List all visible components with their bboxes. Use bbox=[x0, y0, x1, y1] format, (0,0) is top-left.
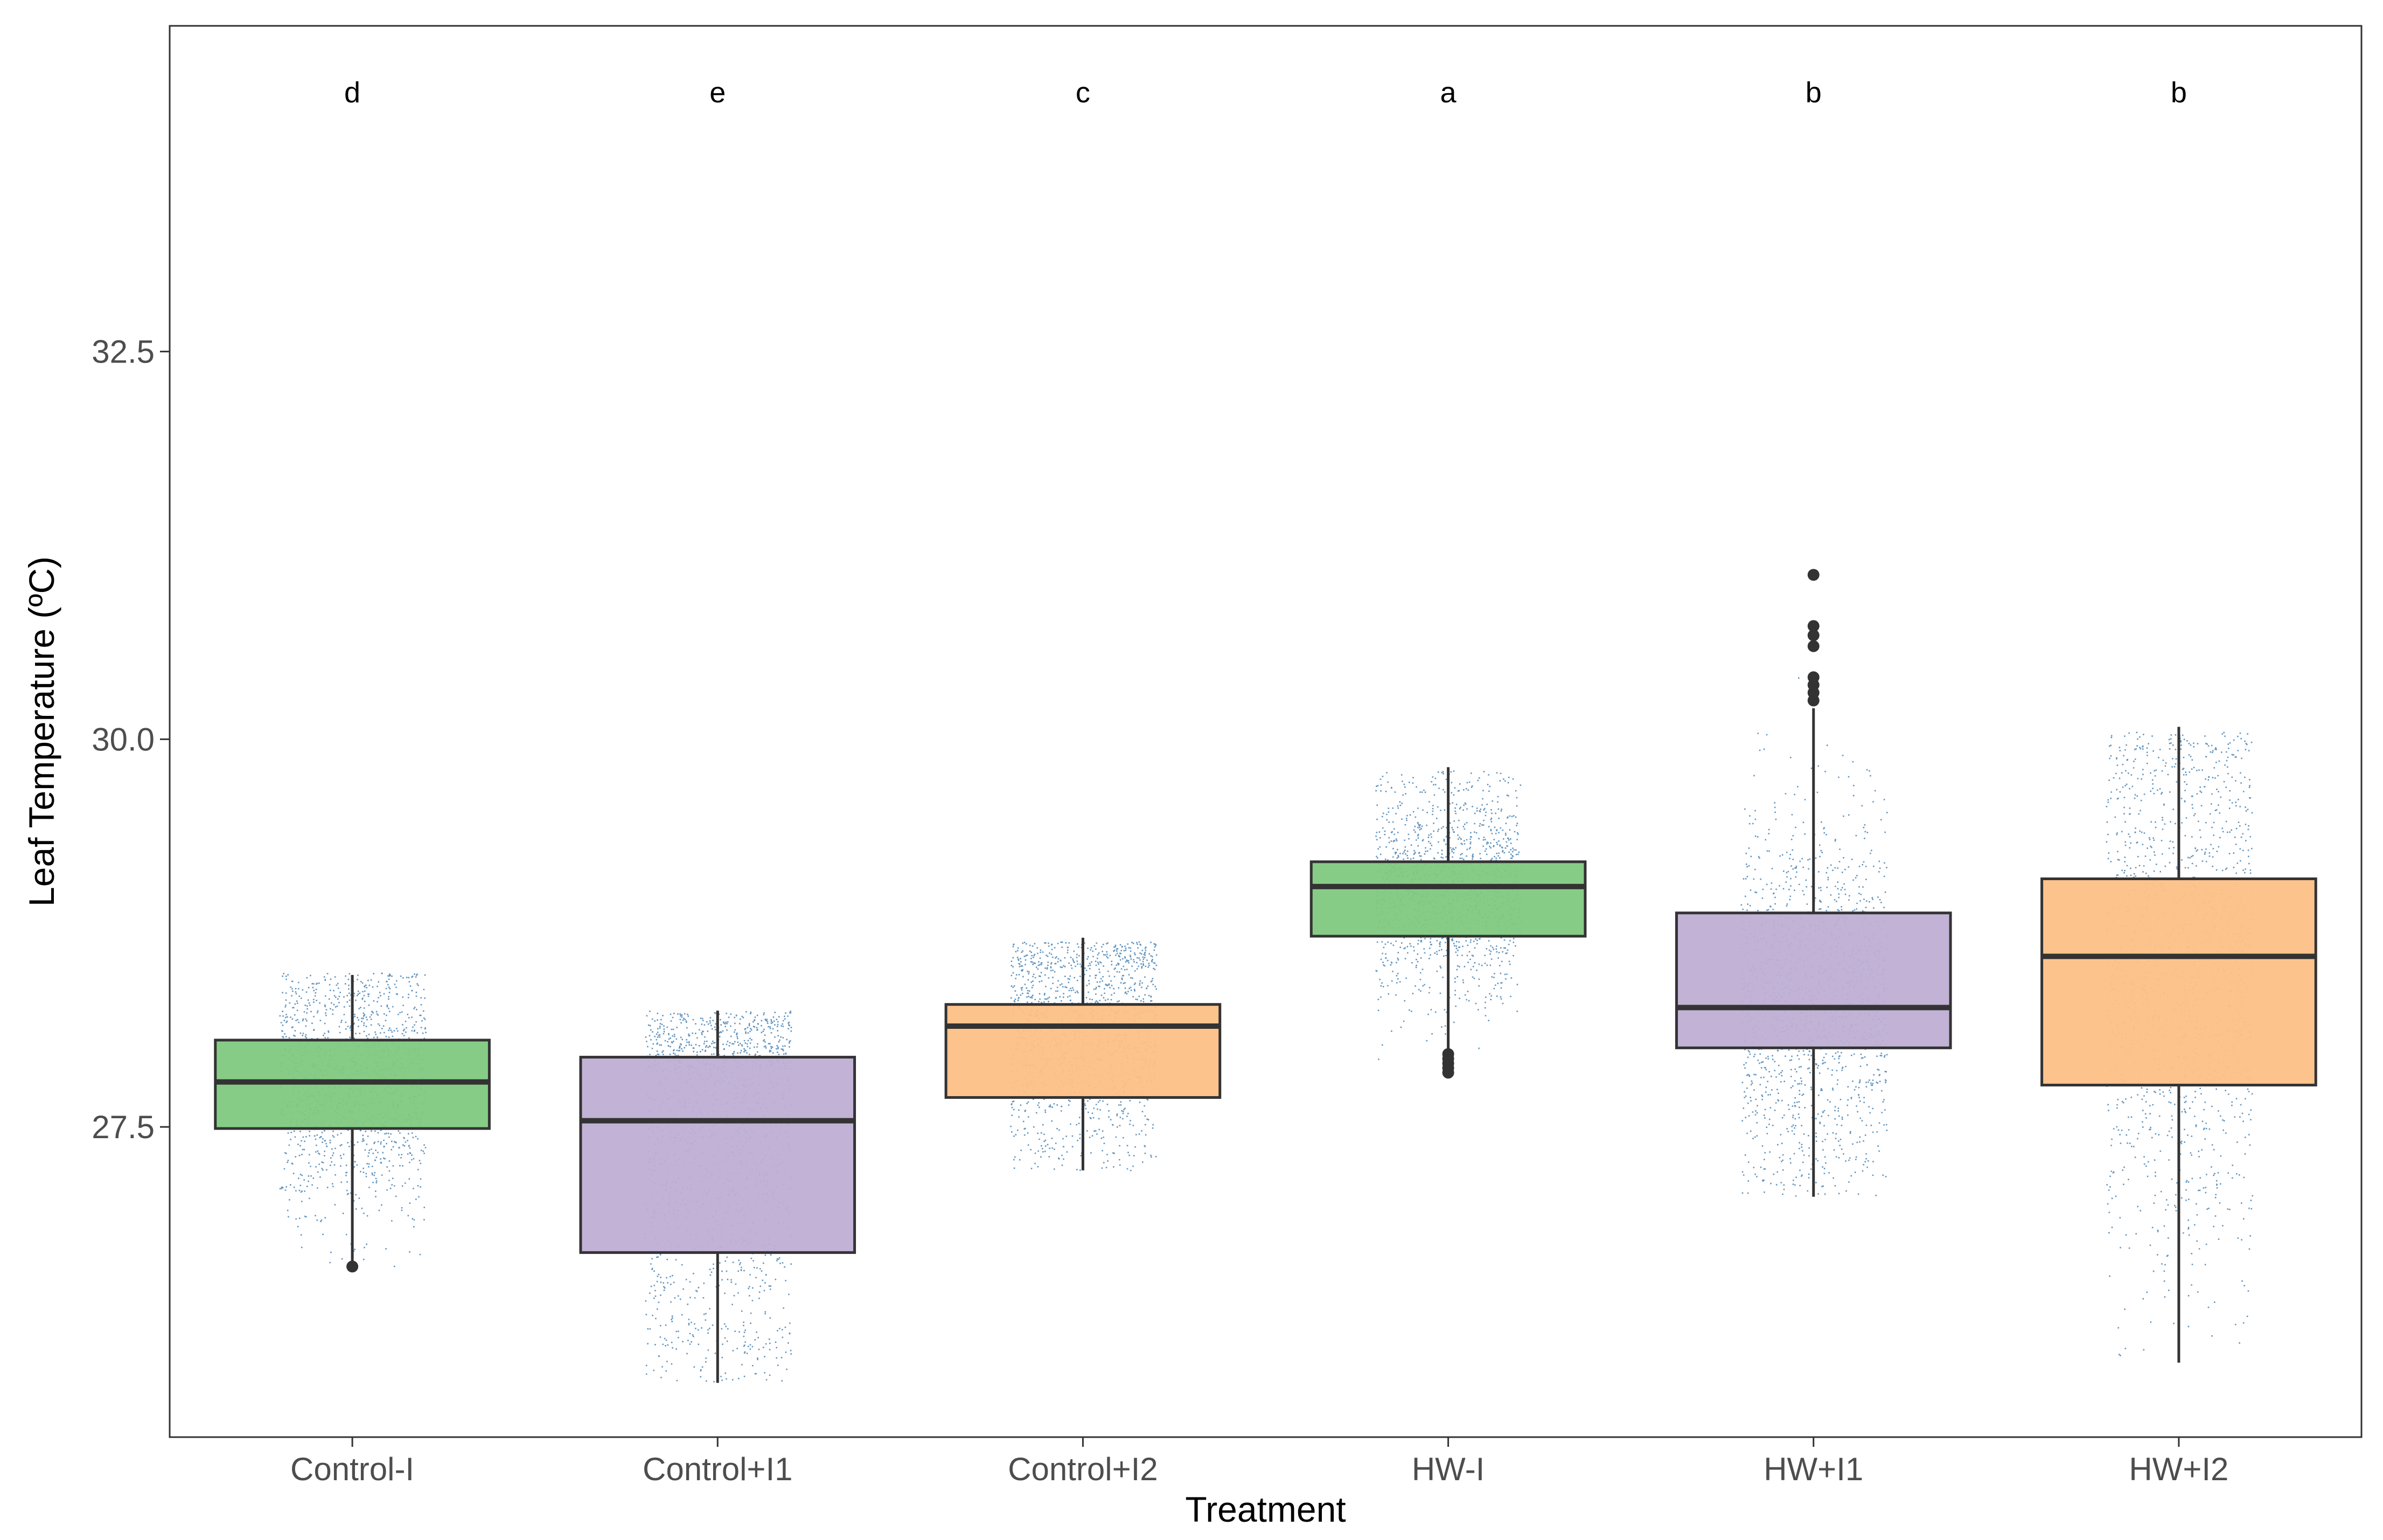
x-tick-label: Control-I bbox=[290, 1451, 414, 1487]
box-Control+I1 bbox=[579, 1011, 856, 1383]
box-layer bbox=[214, 569, 2317, 1383]
significance-letter-HW+I1: b bbox=[1806, 76, 1822, 109]
outlier-point bbox=[346, 1260, 359, 1273]
outlier-point bbox=[1807, 671, 1820, 684]
box-rect bbox=[579, 1056, 856, 1254]
box-rect bbox=[2040, 877, 2317, 1086]
significance-letter-Control+I2: c bbox=[1076, 76, 1090, 109]
y-axis: 27.5 30.0 32.5 bbox=[92, 334, 170, 1145]
box-HW-I bbox=[1309, 767, 1587, 1079]
x-tick-label: Control+I1 bbox=[643, 1451, 793, 1487]
jitter-points bbox=[279, 677, 2253, 1383]
outlier-point bbox=[1442, 1048, 1454, 1060]
y-axis-title: Leaf Temperature (ºC) bbox=[22, 556, 61, 907]
significance-letter-Control-I: d bbox=[344, 76, 360, 109]
outlier-point bbox=[1807, 629, 1820, 642]
outlier-point bbox=[1807, 640, 1820, 652]
x-axis: Control-I Control+I1 Control+I2 HW-I HW+I1 HW… bbox=[290, 1437, 2228, 1487]
y-tick-label: 30.0 bbox=[92, 721, 155, 757]
box-HW+I1 bbox=[1675, 569, 1952, 1197]
x-axis-title: Treatment bbox=[1185, 1489, 1346, 1529]
outlier-point bbox=[1807, 620, 1820, 632]
y-tick-label: 27.5 bbox=[92, 1109, 155, 1145]
x-tick-label: HW+I2 bbox=[2129, 1451, 2228, 1487]
jitter-group-Control+I2 bbox=[1010, 941, 1158, 1172]
significance-letter-Control+I1: e bbox=[709, 76, 726, 109]
box-HW+I2 bbox=[2040, 727, 2317, 1363]
box-Control+I2 bbox=[944, 937, 1222, 1170]
box-rect bbox=[1675, 911, 1952, 1049]
x-tick-label: HW-I bbox=[1412, 1451, 1485, 1487]
significance-letter-HW-I: a bbox=[1440, 76, 1457, 109]
plot-panel-border bbox=[169, 25, 2363, 1438]
x-tick-label: Control+I2 bbox=[1008, 1451, 1158, 1487]
y-tick-label: 32.5 bbox=[92, 334, 155, 370]
x-tick-label: HW+I1 bbox=[1764, 1451, 1863, 1487]
box-rect bbox=[1309, 860, 1587, 938]
box-rect bbox=[944, 1003, 1222, 1099]
box-Control-I bbox=[214, 975, 491, 1273]
significance-letter-HW+I2: b bbox=[2171, 76, 2187, 109]
outlier-point bbox=[1807, 569, 1820, 581]
